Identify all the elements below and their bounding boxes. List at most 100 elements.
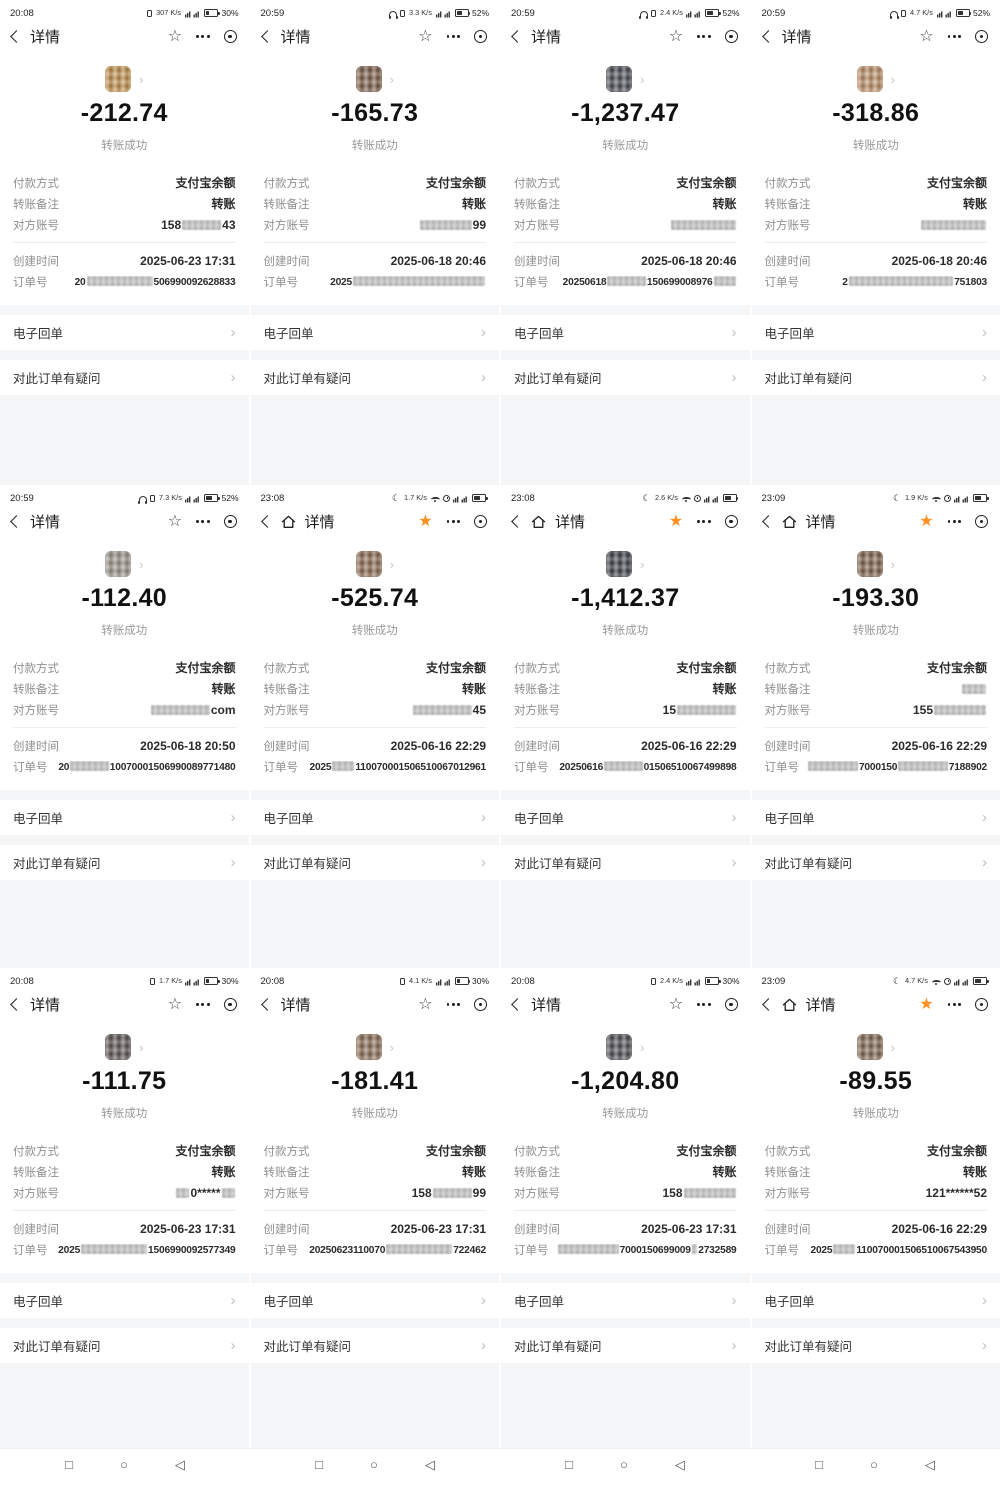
back-icon[interactable] (260, 998, 274, 1011)
payee-row[interactable]: › (501, 66, 750, 92)
favorite-star-icon[interactable]: ★ (668, 512, 684, 530)
float-window-icon[interactable] (975, 515, 988, 528)
receipt-row[interactable]: 电子回单 › (250, 800, 499, 835)
payee-row[interactable]: › (251, 551, 500, 577)
back-icon[interactable] (260, 515, 274, 528)
more-menu-icon[interactable] (697, 1003, 711, 1006)
float-window-icon[interactable] (474, 998, 487, 1011)
favorite-star-icon[interactable]: ☆ (167, 995, 183, 1013)
avatar[interactable] (606, 66, 633, 92)
home-icon[interactable] (531, 515, 546, 529)
favorite-star-icon[interactable]: ☆ (418, 995, 433, 1013)
payee-row[interactable]: › (501, 1034, 750, 1060)
question-row[interactable]: 对此订单有疑问 › (501, 845, 750, 880)
favorite-star-icon[interactable]: ☆ (668, 995, 684, 1013)
more-menu-icon[interactable] (947, 35, 961, 38)
receipt-row[interactable]: 电子回单 › (751, 1283, 1000, 1318)
avatar[interactable] (856, 1034, 883, 1060)
float-window-icon[interactable] (724, 30, 738, 43)
avatar[interactable] (355, 66, 382, 92)
more-menu-icon[interactable] (196, 35, 210, 38)
avatar[interactable] (105, 1034, 132, 1060)
favorite-star-icon[interactable]: ☆ (167, 27, 183, 45)
question-row[interactable]: 对此订单有疑问 › (0, 1328, 249, 1363)
favorite-star-icon[interactable]: ☆ (919, 27, 934, 45)
recents-button[interactable]: □ (815, 1457, 823, 1472)
back-icon[interactable] (511, 515, 524, 528)
recents-button[interactable]: □ (315, 1457, 323, 1472)
more-menu-icon[interactable] (196, 1003, 210, 1006)
payee-row[interactable]: › (0, 66, 249, 92)
back-icon[interactable] (10, 998, 23, 1011)
favorite-star-icon[interactable]: ☆ (418, 27, 433, 45)
avatar[interactable] (856, 551, 883, 577)
receipt-row[interactable]: 电子回单 › (501, 315, 750, 350)
payee-row[interactable]: › (251, 1034, 500, 1060)
more-menu-icon[interactable] (446, 1003, 460, 1006)
payee-row[interactable]: › (0, 1034, 249, 1060)
question-row[interactable]: 对此订单有疑问 › (250, 1328, 499, 1363)
question-row[interactable]: 对此订单有疑问 › (0, 360, 249, 395)
favorite-star-icon[interactable]: ★ (919, 512, 934, 530)
favorite-star-icon[interactable]: ☆ (668, 27, 684, 45)
question-row[interactable]: 对此订单有疑问 › (751, 360, 1000, 395)
payee-row[interactable]: › (752, 1034, 1000, 1060)
more-menu-icon[interactable] (446, 520, 460, 523)
question-row[interactable]: 对此订单有疑问 › (250, 845, 499, 880)
back-button[interactable]: ◁ (924, 1457, 935, 1472)
recents-button[interactable]: □ (65, 1457, 73, 1472)
home-button[interactable]: ○ (370, 1457, 378, 1472)
receipt-row[interactable]: 电子回单 › (0, 1283, 249, 1318)
more-menu-icon[interactable] (697, 35, 711, 38)
receipt-row[interactable]: 电子回单 › (250, 1283, 499, 1318)
avatar[interactable] (105, 551, 132, 577)
question-row[interactable]: 对此订单有疑问 › (0, 845, 249, 880)
float-window-icon[interactable] (474, 30, 487, 43)
favorite-star-icon[interactable]: ★ (919, 995, 934, 1013)
payee-row[interactable]: › (251, 66, 500, 92)
back-icon[interactable] (761, 515, 775, 528)
payee-row[interactable]: › (501, 551, 750, 577)
back-icon[interactable] (761, 30, 775, 43)
back-icon[interactable] (10, 515, 23, 528)
favorite-star-icon[interactable]: ★ (418, 512, 433, 530)
float-window-icon[interactable] (223, 998, 237, 1011)
float-window-icon[interactable] (474, 515, 487, 528)
receipt-row[interactable]: 电子回单 › (250, 315, 499, 350)
back-button[interactable]: ◁ (674, 1457, 685, 1472)
question-row[interactable]: 对此订单有疑问 › (501, 360, 750, 395)
home-button[interactable]: ○ (620, 1457, 628, 1472)
back-button[interactable]: ◁ (424, 1457, 435, 1472)
back-icon[interactable] (260, 30, 274, 43)
payee-row[interactable]: › (0, 551, 249, 577)
question-row[interactable]: 对此订单有疑问 › (751, 1328, 1000, 1363)
avatar[interactable] (105, 66, 132, 92)
more-menu-icon[interactable] (446, 35, 460, 38)
float-window-icon[interactable] (724, 998, 738, 1011)
question-row[interactable]: 对此订单有疑问 › (501, 1328, 750, 1363)
home-button[interactable]: ○ (870, 1457, 878, 1472)
receipt-row[interactable]: 电子回单 › (501, 800, 750, 835)
more-menu-icon[interactable] (947, 520, 961, 523)
float-window-icon[interactable] (223, 30, 237, 43)
float-window-icon[interactable] (223, 515, 237, 528)
avatar[interactable] (355, 551, 382, 577)
back-icon[interactable] (761, 998, 775, 1011)
float-window-icon[interactable] (724, 515, 738, 528)
avatar[interactable] (606, 1034, 633, 1060)
receipt-row[interactable]: 电子回单 › (751, 315, 1000, 350)
receipt-row[interactable]: 电子回单 › (501, 1283, 750, 1318)
payee-row[interactable]: › (752, 551, 1000, 577)
home-button[interactable]: ○ (120, 1457, 128, 1472)
recents-button[interactable]: □ (565, 1457, 573, 1472)
float-window-icon[interactable] (975, 30, 988, 43)
question-row[interactable]: 对此订单有疑问 › (250, 360, 499, 395)
back-icon[interactable] (511, 998, 524, 1011)
avatar[interactable] (856, 66, 883, 92)
more-menu-icon[interactable] (947, 1003, 961, 1006)
avatar[interactable] (606, 551, 633, 577)
float-window-icon[interactable] (975, 998, 988, 1011)
favorite-star-icon[interactable]: ☆ (167, 512, 183, 530)
home-icon[interactable] (281, 515, 296, 529)
back-button[interactable]: ◁ (174, 1457, 185, 1472)
